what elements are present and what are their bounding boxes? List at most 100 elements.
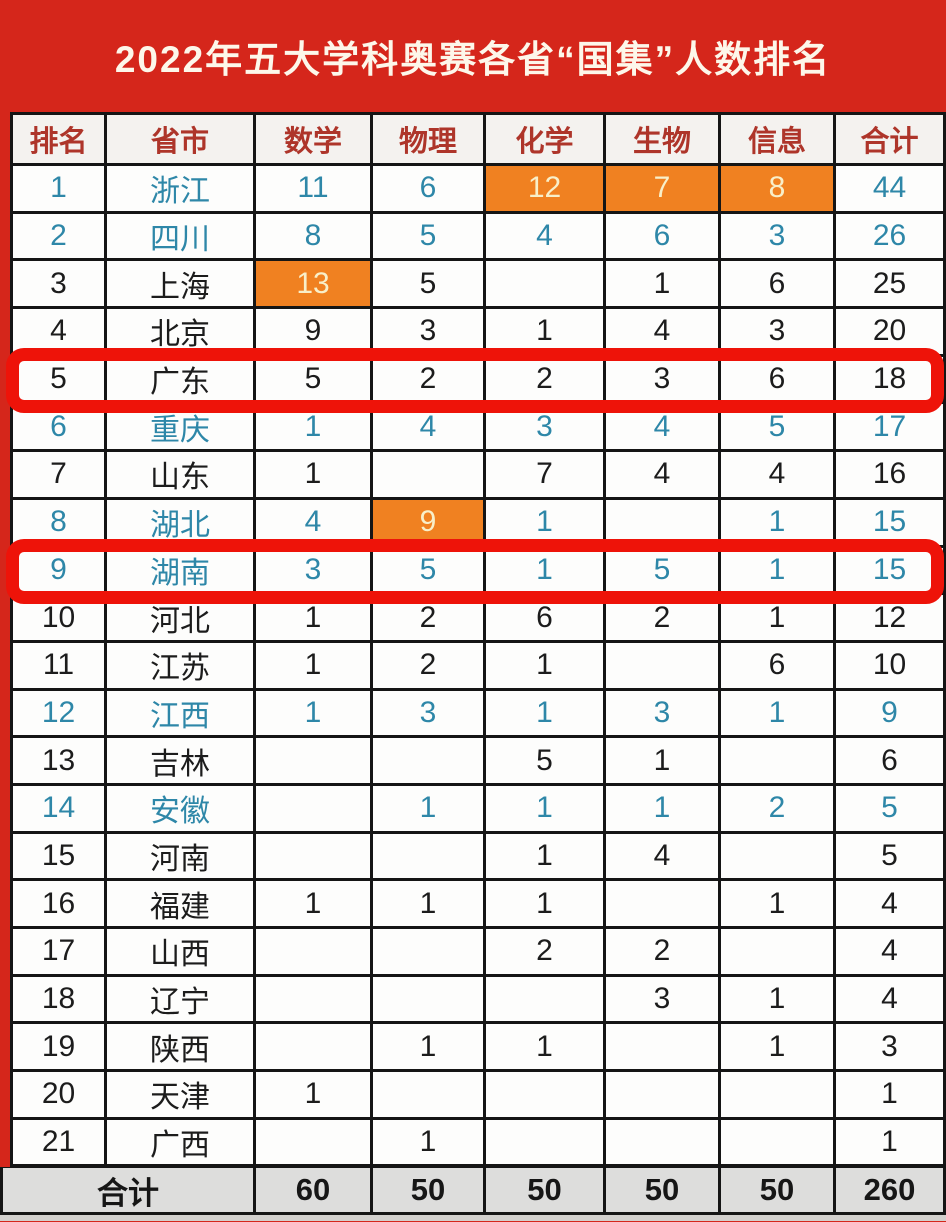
header-rank: 排名 bbox=[10, 112, 107, 166]
value-cell: 1 bbox=[373, 1024, 486, 1073]
value-cell: 5 bbox=[486, 738, 606, 786]
province-cell: 山东 bbox=[107, 452, 256, 500]
table-row: 1 浙江 11 6 12 7 8 44 bbox=[10, 166, 946, 214]
value-cell: 1 bbox=[721, 547, 836, 596]
value-cell bbox=[721, 833, 836, 882]
value-cell: 1 bbox=[486, 690, 606, 739]
value-cell: 4 bbox=[486, 213, 606, 262]
value-cell: 6 bbox=[373, 166, 486, 214]
table-row: 15 河南 1 4 5 bbox=[10, 833, 946, 882]
value-cell: 3 bbox=[721, 309, 836, 357]
value-cell: 1 bbox=[486, 833, 606, 882]
table-body: 1 浙江 11 6 12 7 8 44 2 四川 8 5 4 6 3 26 3 … bbox=[0, 166, 946, 1168]
rank-cell: 4 bbox=[10, 309, 107, 357]
province-cell: 福建 bbox=[107, 881, 256, 929]
header-total: 合计 bbox=[836, 112, 946, 166]
value-cell: 4 bbox=[836, 881, 946, 929]
value-cell: 1 bbox=[373, 881, 486, 929]
value-cell: 3 bbox=[256, 547, 373, 596]
value-cell: 4 bbox=[606, 404, 721, 453]
value-cell: 4 bbox=[606, 309, 721, 357]
province-cell: 浙江 bbox=[107, 166, 256, 214]
rank-cell: 11 bbox=[10, 642, 107, 691]
value-cell: 20 bbox=[836, 309, 946, 357]
value-cell: 1 bbox=[721, 499, 836, 548]
value-cell: 5 bbox=[836, 785, 946, 834]
footer-total-label: 合计 bbox=[0, 1167, 256, 1216]
value-cell: 2 bbox=[373, 595, 486, 643]
province-cell: 江苏 bbox=[107, 642, 256, 691]
value-cell: 1 bbox=[373, 785, 486, 834]
province-cell: 河北 bbox=[107, 595, 256, 643]
value-cell bbox=[606, 1024, 721, 1073]
value-cell: 5 bbox=[256, 356, 373, 405]
value-cell: 1 bbox=[256, 595, 373, 643]
footer-biology-total: 50 bbox=[606, 1167, 721, 1216]
value-cell: 1 bbox=[486, 499, 606, 548]
value-cell: 1 bbox=[256, 452, 373, 500]
value-cell: 3 bbox=[721, 213, 836, 262]
rank-cell: 12 bbox=[10, 690, 107, 739]
table-row: 10 河北 1 2 6 2 1 12 bbox=[10, 595, 946, 643]
province-cell: 辽宁 bbox=[107, 976, 256, 1025]
rank-cell: 13 bbox=[10, 738, 107, 786]
province-cell: 河南 bbox=[107, 833, 256, 882]
value-cell bbox=[606, 1072, 721, 1120]
rank-cell: 21 bbox=[10, 1119, 107, 1168]
value-cell: 1 bbox=[606, 261, 721, 310]
value-cell bbox=[373, 738, 486, 786]
value-cell: 8 bbox=[256, 213, 373, 262]
value-cell: 2 bbox=[486, 356, 606, 405]
province-cell: 安徽 bbox=[107, 785, 256, 834]
province-cell: 重庆 bbox=[107, 404, 256, 453]
value-cell: 13 bbox=[256, 261, 373, 310]
table-row: 12 江西 1 3 1 3 1 9 bbox=[10, 690, 946, 739]
value-cell: 12 bbox=[486, 166, 606, 214]
value-cell: 15 bbox=[836, 499, 946, 548]
value-cell: 5 bbox=[373, 213, 486, 262]
province-cell: 湖南 bbox=[107, 547, 256, 596]
value-cell: 1 bbox=[486, 309, 606, 357]
table-row: 7 山东 1 7 4 4 16 bbox=[10, 452, 946, 500]
value-cell bbox=[486, 1119, 606, 1168]
table-row: 14 安徽 1 1 1 2 5 bbox=[10, 785, 946, 834]
rank-cell: 15 bbox=[10, 833, 107, 882]
value-cell: 2 bbox=[606, 595, 721, 643]
header-biology: 生物 bbox=[606, 112, 721, 166]
value-cell: 6 bbox=[486, 595, 606, 643]
value-cell: 11 bbox=[256, 166, 373, 214]
value-cell: 1 bbox=[373, 1119, 486, 1168]
header-physics: 物理 bbox=[373, 112, 486, 166]
value-cell: 8 bbox=[721, 166, 836, 214]
value-cell: 5 bbox=[836, 833, 946, 882]
value-cell bbox=[256, 929, 373, 977]
table-row: 4 北京 9 3 1 4 3 20 bbox=[10, 309, 946, 357]
province-cell: 江西 bbox=[107, 690, 256, 739]
value-cell: 3 bbox=[373, 690, 486, 739]
table-header-row: 排名 省市 数学 物理 化学 生物 信息 合计 bbox=[10, 112, 946, 166]
value-cell: 4 bbox=[606, 833, 721, 882]
bottom-strip bbox=[0, 1215, 946, 1222]
value-cell: 1 bbox=[721, 881, 836, 929]
rank-cell: 7 bbox=[10, 452, 107, 500]
value-cell: 26 bbox=[836, 213, 946, 262]
value-cell: 4 bbox=[606, 452, 721, 500]
province-cell: 湖北 bbox=[107, 499, 256, 548]
value-cell: 1 bbox=[486, 881, 606, 929]
ranking-table: 排名 省市 数学 物理 化学 生物 信息 合计 1 浙江 11 6 12 7 8… bbox=[0, 112, 946, 1222]
rank-cell: 9 bbox=[10, 547, 107, 596]
value-cell: 7 bbox=[606, 166, 721, 214]
value-cell bbox=[373, 929, 486, 977]
rank-cell: 20 bbox=[10, 1072, 107, 1120]
table-row: 19 陕西 1 1 1 3 bbox=[10, 1024, 946, 1073]
value-cell: 25 bbox=[836, 261, 946, 310]
value-cell: 3 bbox=[486, 404, 606, 453]
table-row: 8 湖北 4 9 1 1 15 bbox=[10, 499, 946, 548]
value-cell: 4 bbox=[836, 976, 946, 1025]
value-cell bbox=[256, 738, 373, 786]
value-cell: 5 bbox=[373, 261, 486, 310]
table-row: 18 辽宁 3 1 4 bbox=[10, 976, 946, 1025]
table-row: 20 天津 1 1 bbox=[10, 1072, 946, 1120]
value-cell bbox=[721, 1119, 836, 1168]
